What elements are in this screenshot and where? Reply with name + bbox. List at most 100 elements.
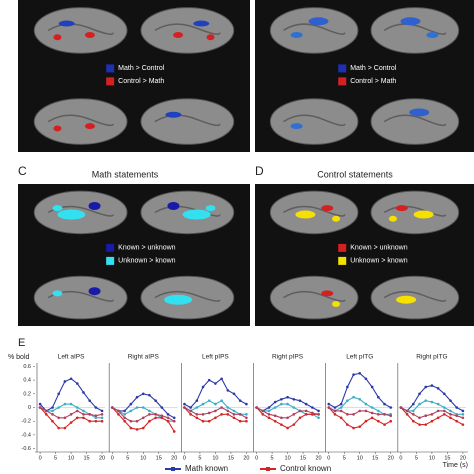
x-tick-label: 5 bbox=[415, 455, 418, 461]
data-point bbox=[57, 416, 60, 420]
x-tick-label: 10 bbox=[68, 455, 74, 461]
sulcus bbox=[47, 114, 114, 127]
data-point bbox=[238, 413, 242, 416]
data-point bbox=[123, 409, 126, 413]
data-point bbox=[418, 392, 421, 396]
data-point bbox=[286, 416, 289, 420]
data-point bbox=[207, 411, 211, 415]
x-tick-label: 10 bbox=[357, 455, 363, 461]
y-tick-label: -0.6 bbox=[22, 446, 31, 452]
legend-label: Control > Math bbox=[118, 78, 164, 85]
data-point bbox=[100, 413, 104, 416]
activation bbox=[206, 34, 215, 41]
data-point bbox=[63, 416, 67, 420]
legend-marker bbox=[266, 467, 270, 471]
brain bbox=[370, 190, 460, 235]
data-point bbox=[100, 419, 104, 423]
sulcus bbox=[154, 114, 221, 127]
legend-swatch bbox=[106, 64, 115, 73]
legend-swatch bbox=[338, 243, 347, 252]
legend-marker bbox=[171, 467, 175, 471]
data-point bbox=[333, 413, 337, 416]
activation bbox=[164, 294, 193, 305]
panel-label: C bbox=[18, 164, 27, 178]
activation bbox=[84, 31, 95, 38]
sulcus bbox=[283, 114, 346, 127]
data-point bbox=[412, 413, 415, 416]
subplot-title: Left pITG bbox=[346, 354, 373, 361]
data-point bbox=[238, 419, 242, 423]
data-point bbox=[346, 399, 349, 402]
legend-swatch bbox=[106, 256, 115, 265]
data-point bbox=[57, 426, 60, 430]
data-point bbox=[123, 413, 126, 416]
legend-label: Known > unknown bbox=[350, 245, 408, 252]
data-point bbox=[286, 426, 289, 430]
data-point bbox=[292, 397, 296, 401]
legend-swatch bbox=[338, 256, 347, 265]
x-tick-label: 20 bbox=[388, 455, 394, 461]
data-point bbox=[273, 400, 277, 404]
data-point bbox=[117, 413, 120, 416]
brain bbox=[33, 98, 128, 145]
data-point bbox=[346, 423, 349, 426]
sulcus bbox=[154, 290, 221, 302]
data-point bbox=[220, 399, 223, 402]
data-point bbox=[298, 416, 302, 420]
activation bbox=[167, 202, 180, 211]
data-point bbox=[280, 423, 283, 426]
x-tick-label: 0 bbox=[183, 455, 186, 461]
data-point bbox=[430, 419, 434, 423]
x-tick-label: 10 bbox=[140, 455, 146, 461]
data-point bbox=[94, 406, 98, 409]
data-point bbox=[461, 413, 465, 416]
data-point bbox=[220, 413, 223, 416]
sulcus bbox=[283, 205, 346, 217]
data-point bbox=[154, 416, 157, 420]
data-point bbox=[430, 384, 434, 387]
data-point bbox=[405, 409, 409, 413]
data-point bbox=[346, 385, 349, 389]
data-point bbox=[327, 402, 331, 406]
data-point bbox=[273, 406, 277, 409]
data-point bbox=[207, 378, 211, 382]
data-point bbox=[123, 419, 126, 423]
brain bbox=[33, 275, 128, 320]
data-point bbox=[449, 416, 452, 420]
activation bbox=[400, 17, 421, 26]
data-point bbox=[232, 409, 236, 413]
activation bbox=[409, 108, 430, 117]
data-point bbox=[436, 402, 440, 406]
data-point bbox=[317, 409, 320, 413]
data-point bbox=[57, 406, 60, 409]
legend-label: Math known bbox=[185, 464, 228, 473]
data-point bbox=[88, 419, 91, 423]
x-tick-label: 0 bbox=[39, 455, 42, 461]
activation bbox=[88, 202, 101, 211]
data-point bbox=[75, 382, 79, 385]
subplot-title: Right aIPS bbox=[128, 354, 160, 361]
data-point bbox=[358, 409, 362, 413]
data-point bbox=[135, 406, 139, 409]
data-point bbox=[443, 409, 446, 413]
data-point bbox=[148, 419, 151, 423]
data-point bbox=[358, 397, 362, 401]
data-point bbox=[172, 419, 176, 423]
y-tick-label: 0 bbox=[28, 405, 31, 411]
data-point bbox=[443, 413, 446, 416]
brain bbox=[269, 98, 359, 145]
legend-label: Math > Control bbox=[118, 65, 165, 72]
x-tick-label: 5 bbox=[271, 455, 274, 461]
x-axis-label: Time (s) bbox=[443, 462, 468, 469]
series-line bbox=[39, 403, 103, 419]
data-point bbox=[129, 409, 133, 413]
data-point bbox=[424, 385, 428, 389]
x-tick-label: 20 bbox=[316, 455, 322, 461]
data-point bbox=[280, 416, 283, 420]
data-point bbox=[286, 402, 289, 406]
data-point bbox=[183, 406, 186, 409]
data-point bbox=[129, 426, 133, 430]
data-point bbox=[88, 413, 91, 416]
data-point bbox=[455, 406, 459, 409]
data-point bbox=[352, 395, 355, 399]
